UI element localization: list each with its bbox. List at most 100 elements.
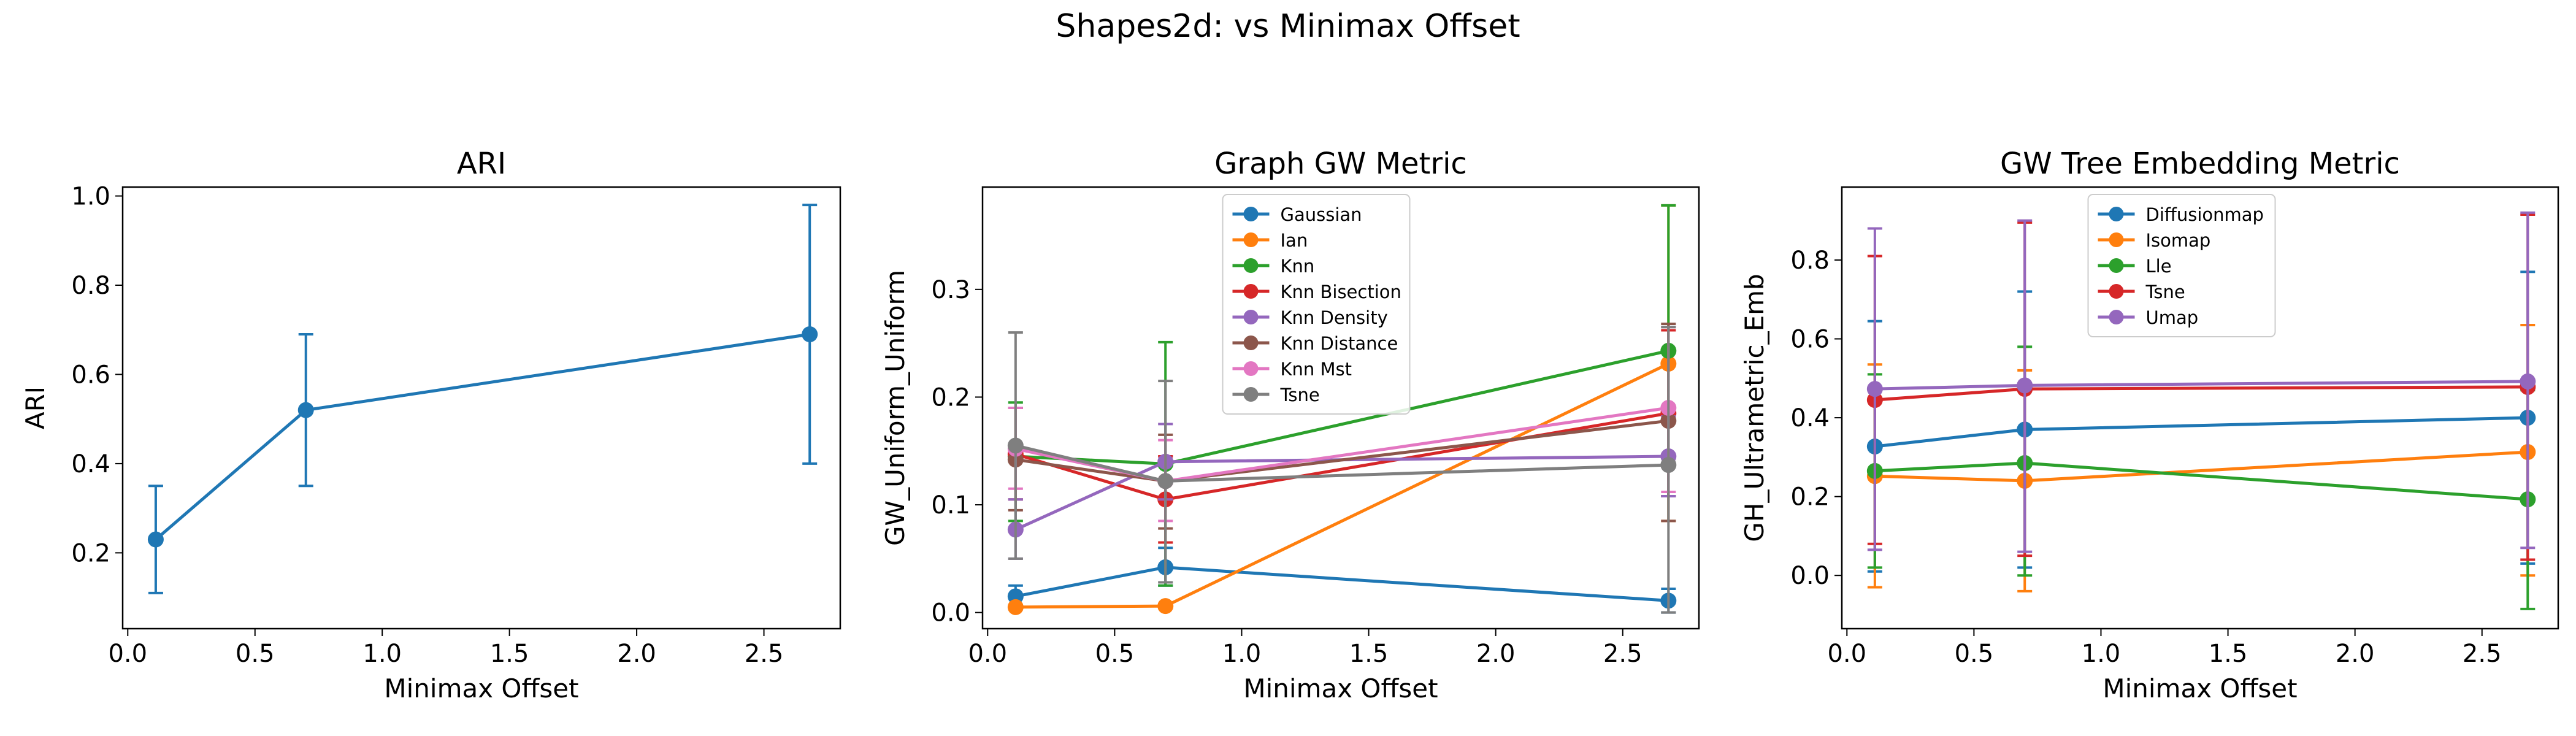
y-tick-label: 0.6 [71,361,110,389]
legend-marker [1243,258,1259,273]
x-tick-label: 0.0 [108,640,147,668]
series-line [1874,461,2528,501]
y-tick-label: 0.8 [1790,247,1830,275]
legend-entry: Knn Density [1281,307,1388,328]
y-axis-label: ARI [20,386,50,429]
axes-frame [121,186,841,630]
data-point [802,326,818,342]
x-tick-label: 1.0 [1222,640,1262,668]
y-tick-label: 0.0 [931,599,970,627]
legend-frame [1222,194,1411,415]
y-axis-label: GH_Ultrametric_Emb [1739,274,1769,542]
subplot-title: GW Tree Embedding Metric [2000,147,2400,181]
legend-marker [1243,361,1259,376]
legend-entry: Knn Distance [1281,333,1398,354]
x-tick-label: 0.5 [1095,640,1135,668]
x-tick-label: 2.5 [745,640,784,668]
y-tick-label: 0.3 [931,276,970,304]
subplot-2: Graph GW Metric 0.0 0.5 1.0 1.5 2.0 2.5 0.0 0.1 0… [880,147,1700,703]
x-tick-label: 0.0 [1827,640,1866,668]
y-tick-label: 1.0 [71,183,110,211]
x-tick-label: 1.0 [2082,640,2121,668]
legend-frame [2087,194,2276,337]
legend-marker [2109,284,2124,299]
x-axis-label: Minimax Offset [2103,673,2297,703]
y-tick-label: 0.2 [1790,483,1830,512]
axes-frame [1841,186,2559,630]
data-point [1157,598,1174,615]
legend-marker [2109,310,2124,324]
x-axis-label: Minimax Offset [384,673,578,703]
series-ari [147,204,818,594]
legend-marker [2109,232,2124,247]
y-tick-label: 0.2 [931,383,970,412]
data-point [1007,599,1024,615]
legend-marker [1243,232,1259,247]
figure-suptitle: Shapes2d: vs Minimax Offset [1056,8,1520,45]
series-line [1874,416,2528,448]
legend-entry: Isomap [2146,230,2211,251]
x-tick-label: 2.5 [1603,640,1643,668]
legend-marker [1243,310,1259,324]
legend: Diffusionmap Isomap Lle Tsne Umap [2087,194,2276,337]
legend-marker [1243,207,1259,221]
legend-entry: Knn [1281,256,1315,277]
legend-marker [2109,258,2124,273]
subplot-title: ARI [457,147,506,181]
x-tick-label: 2.0 [617,640,656,668]
y-tick-label: 0.0 [1790,562,1830,590]
legend-marker [2109,207,2124,221]
series-knn-density [1007,415,1677,560]
axes-frame [981,186,1700,630]
legend-entry: Tsne [1280,385,1320,405]
legend: Gaussian Ian Knn Knn Bisection Knn Density Kn… [1222,194,1411,415]
x-tick-label: 2.5 [2463,640,2502,668]
series-umap [1866,211,2536,553]
legend-marker [1243,335,1259,350]
legend-marker [1243,387,1259,402]
y-tick-label: 0.2 [71,539,110,567]
y-axis-label: GW_Uniform_Uniform [880,270,910,546]
y-tick-label: 0.4 [1790,404,1830,432]
series-isomap [1866,324,2536,592]
x-tick-label: 0.5 [1955,640,1994,668]
series-tsne [1007,326,1677,614]
subplot-3: GW Tree Embedding Metric 0.0 0.5 1.0 1.5 2.0 2… [1739,147,2559,703]
data-point [2017,377,2033,394]
legend-entry: Knn Mst [1281,359,1352,380]
series-line [1874,385,2528,402]
data-point [1660,457,1677,473]
series-gaussian [1007,546,1677,614]
x-tick-label: 0.5 [236,640,275,668]
legend-entry: Knn Bisection [1281,282,1401,302]
legend-entry: Gaussian [1281,204,1362,225]
data-point [1866,381,1883,397]
series-line [1015,565,1669,602]
x-tick-label: 1.0 [362,640,402,668]
data-point [1007,437,1024,454]
subplot-1: ARI 0.0 0.5 1.0 1.5 2.0 2.5 0.2 0.4 0.6 0.8 1.0 Mini… [20,147,841,703]
x-tick-label: 2.0 [1476,640,1516,668]
x-tick-label: 1.5 [1349,640,1389,668]
legend-entry: Lle [2146,256,2172,277]
x-tick-label: 2.0 [2336,640,2375,668]
y-tick-label: 0.4 [71,450,110,478]
x-axis-label: Minimax Offset [1243,673,1438,703]
y-tick-label: 0.6 [1790,326,1830,354]
series-line [1015,444,1669,483]
subplot-title: Graph GW Metric [1214,147,1467,181]
legend-entry: Diffusionmap [2146,204,2264,225]
x-tick-label: 1.5 [490,640,529,668]
data-point [1157,473,1174,489]
data-point [2520,373,2536,389]
data-point [297,402,314,418]
series-line [155,332,810,541]
y-tick-label: 0.1 [931,491,970,519]
legend-entry: Ian [1281,230,1308,251]
legend-entry: Umap [2146,307,2199,328]
data-point [147,531,164,548]
legend-marker [1243,284,1259,299]
x-tick-label: 1.5 [2209,640,2248,668]
x-tick-label: 0.0 [968,640,1007,668]
